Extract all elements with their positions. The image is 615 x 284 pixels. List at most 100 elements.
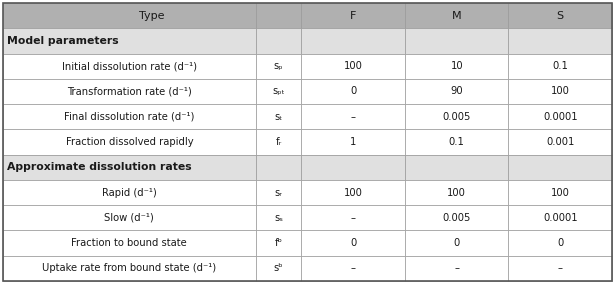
Text: Fraction dissolved rapidly: Fraction dissolved rapidly xyxy=(66,137,193,147)
Bar xyxy=(256,154,301,180)
Bar xyxy=(509,180,612,205)
Text: 100: 100 xyxy=(344,61,363,71)
Text: 0.0001: 0.0001 xyxy=(543,213,577,223)
Text: F: F xyxy=(350,11,356,21)
Text: 0.1: 0.1 xyxy=(552,61,568,71)
Text: 0.1: 0.1 xyxy=(449,137,465,147)
Bar xyxy=(509,54,612,79)
Text: Uptake rate from bound state (d⁻¹): Uptake rate from bound state (d⁻¹) xyxy=(42,263,216,273)
Text: 90: 90 xyxy=(450,86,463,97)
Text: 100: 100 xyxy=(551,86,569,97)
Bar xyxy=(3,28,256,54)
Bar xyxy=(405,130,509,154)
Text: sᵇ: sᵇ xyxy=(274,263,284,273)
Bar xyxy=(509,28,612,54)
Text: 0.005: 0.005 xyxy=(443,112,471,122)
Bar xyxy=(3,180,256,205)
Text: sₜ: sₜ xyxy=(274,112,283,122)
Bar xyxy=(256,79,301,104)
Text: Type: Type xyxy=(140,11,165,21)
Text: Transformation rate (d⁻¹): Transformation rate (d⁻¹) xyxy=(67,86,192,97)
Bar xyxy=(509,3,612,28)
Bar xyxy=(256,130,301,154)
Text: –: – xyxy=(558,263,563,273)
Bar xyxy=(405,154,509,180)
Bar xyxy=(405,79,509,104)
Bar xyxy=(509,130,612,154)
Bar xyxy=(3,205,256,230)
Text: sₚₜ: sₚₜ xyxy=(272,86,285,97)
Bar xyxy=(3,104,256,130)
Text: sₚ: sₚ xyxy=(274,61,284,71)
Bar xyxy=(509,230,612,256)
Bar xyxy=(301,3,405,28)
Text: 100: 100 xyxy=(551,187,569,198)
Bar xyxy=(509,154,612,180)
Text: Initial dissolution rate (d⁻¹): Initial dissolution rate (d⁻¹) xyxy=(62,61,197,71)
Text: Approximate dissolution rates: Approximate dissolution rates xyxy=(7,162,192,172)
Bar xyxy=(405,230,509,256)
Text: 100: 100 xyxy=(344,187,363,198)
Bar xyxy=(509,256,612,281)
Bar xyxy=(3,154,256,180)
Text: Rapid (d⁻¹): Rapid (d⁻¹) xyxy=(102,187,157,198)
Text: sᵣ: sᵣ xyxy=(275,187,282,198)
Text: 0.005: 0.005 xyxy=(443,213,471,223)
Text: 0: 0 xyxy=(350,86,356,97)
Text: fᵇ: fᵇ xyxy=(274,238,282,248)
Bar xyxy=(256,230,301,256)
Bar xyxy=(301,180,405,205)
Bar xyxy=(301,54,405,79)
Text: –: – xyxy=(351,213,355,223)
Bar xyxy=(301,104,405,130)
Text: Final dissolution rate (d⁻¹): Final dissolution rate (d⁻¹) xyxy=(64,112,194,122)
Text: Fraction to bound state: Fraction to bound state xyxy=(71,238,187,248)
Bar xyxy=(256,28,301,54)
Text: –: – xyxy=(351,263,355,273)
Text: 0: 0 xyxy=(557,238,563,248)
Text: 100: 100 xyxy=(447,187,466,198)
Bar xyxy=(301,256,405,281)
Text: 0.0001: 0.0001 xyxy=(543,112,577,122)
Bar xyxy=(301,28,405,54)
Bar xyxy=(3,79,256,104)
Text: –: – xyxy=(454,263,459,273)
Bar xyxy=(301,230,405,256)
Bar xyxy=(301,154,405,180)
Bar xyxy=(405,205,509,230)
Text: 0.001: 0.001 xyxy=(546,137,574,147)
Bar xyxy=(3,130,256,154)
Bar xyxy=(405,54,509,79)
Bar xyxy=(405,3,509,28)
Text: 0: 0 xyxy=(350,238,356,248)
Bar xyxy=(405,28,509,54)
Bar xyxy=(256,205,301,230)
Bar xyxy=(509,205,612,230)
Text: Slow (d⁻¹): Slow (d⁻¹) xyxy=(105,213,154,223)
Bar xyxy=(256,180,301,205)
Bar xyxy=(405,256,509,281)
Bar xyxy=(509,79,612,104)
Text: fᵣ: fᵣ xyxy=(276,137,282,147)
Bar xyxy=(3,230,256,256)
Text: 0: 0 xyxy=(454,238,460,248)
Bar xyxy=(405,180,509,205)
Bar xyxy=(301,205,405,230)
Bar xyxy=(301,130,405,154)
Text: Model parameters: Model parameters xyxy=(7,36,119,46)
Text: S: S xyxy=(557,11,564,21)
Text: M: M xyxy=(452,11,461,21)
Bar xyxy=(509,104,612,130)
Text: 1: 1 xyxy=(350,137,356,147)
Text: –: – xyxy=(351,112,355,122)
Text: 10: 10 xyxy=(450,61,463,71)
Bar xyxy=(256,256,301,281)
Bar xyxy=(3,256,256,281)
Bar xyxy=(256,54,301,79)
Bar xyxy=(256,104,301,130)
Text: sₛ: sₛ xyxy=(274,213,283,223)
Bar xyxy=(256,3,301,28)
Bar xyxy=(3,3,256,28)
Bar xyxy=(405,104,509,130)
Bar xyxy=(301,79,405,104)
